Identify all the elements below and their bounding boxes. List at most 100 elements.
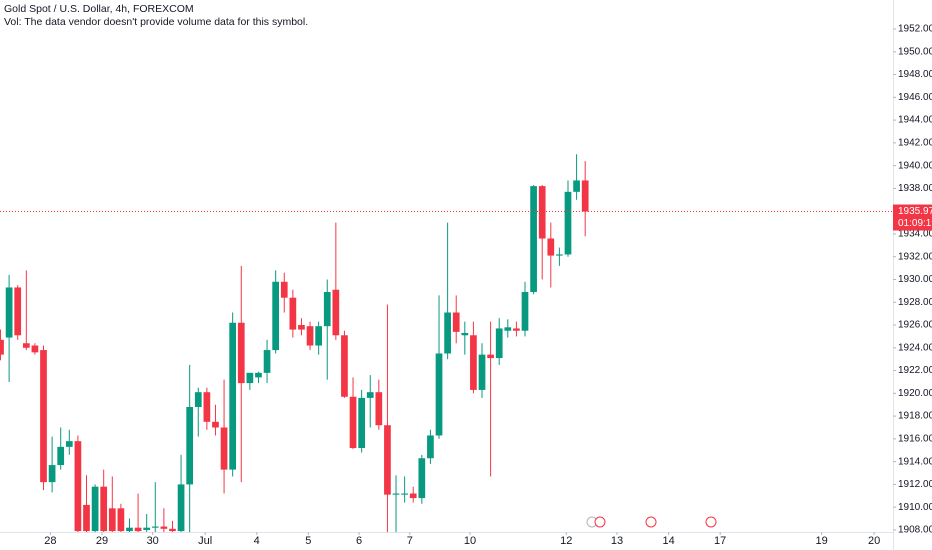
candle-body (151, 526, 159, 528)
candle-body (280, 281, 288, 298)
candle-body (220, 427, 228, 470)
y-tick-label: 1914.00 (898, 456, 932, 467)
candle-body (255, 372, 262, 378)
candle-body (22, 343, 30, 348)
x-tick-label: 30 (147, 535, 159, 547)
candle-body (538, 186, 546, 239)
candle-body (573, 180, 580, 192)
last-price-box (893, 204, 932, 231)
x-tick-label: 29 (96, 535, 108, 547)
candle-body (246, 372, 254, 384)
candle-body (427, 435, 434, 459)
y-tick-label: 1944.00 (898, 115, 932, 126)
candle-body (315, 326, 322, 346)
candle-body (392, 493, 400, 495)
candle-body (117, 508, 125, 532)
candle-body (358, 397, 365, 448)
last-price-label: 1935.97 (898, 206, 932, 217)
candle-body (143, 527, 151, 530)
candle-body (31, 345, 39, 353)
candle-body (556, 254, 563, 256)
candle-body (57, 446, 65, 466)
candle-body (203, 392, 211, 422)
event-icon[interactable] (645, 516, 657, 528)
candle-body (229, 322, 237, 470)
candle-body (263, 350, 271, 373)
event-icons (586, 516, 717, 528)
candle-body (126, 527, 133, 532)
y-tick-label: 1926.00 (898, 320, 932, 331)
x-tick-label: 20 (868, 535, 880, 547)
candle-body (504, 327, 512, 331)
candle-body (65, 441, 73, 447)
x-tick-label: 12 (560, 535, 572, 547)
candle-body (74, 441, 82, 532)
candle-body (384, 425, 391, 495)
candle-body (186, 406, 194, 485)
y-tick-label: 1918.00 (898, 411, 932, 422)
candle-body (237, 322, 245, 384)
event-icon[interactable] (594, 516, 606, 528)
candle-body (461, 332, 469, 336)
candle-body (169, 528, 176, 532)
x-tick-label: 6 (356, 535, 362, 547)
x-tick-label: 10 (464, 535, 476, 547)
candle-body (513, 328, 520, 331)
y-tick-label: 1942.00 (898, 138, 932, 149)
y-tick-label: 1930.00 (898, 274, 932, 285)
candle-body (547, 238, 555, 256)
x-tick-label: 19 (816, 535, 828, 547)
candle-body (452, 312, 460, 332)
x-tick-label: 13 (611, 535, 623, 547)
plot-area (0, 154, 893, 532)
candle-body (298, 325, 305, 330)
y-tick-label: 1950.00 (898, 46, 932, 57)
y-tick-label: 1924.00 (898, 342, 932, 353)
candle-body (435, 353, 443, 436)
candle-body (375, 392, 383, 426)
candle-body (306, 326, 314, 346)
y-tick-label: 1922.00 (898, 365, 932, 376)
candle-body (530, 186, 537, 293)
x-tick-label: 5 (305, 535, 311, 547)
candle-body (177, 484, 185, 532)
event-icon[interactable] (705, 516, 717, 528)
volume-note: Vol: The data vendor doesn't provide vol… (4, 16, 308, 28)
candle-body (521, 292, 529, 331)
y-tick-label: 1908.00 (898, 525, 932, 536)
y-tick-label: 1946.00 (898, 92, 932, 103)
y-tick-label: 1910.00 (898, 502, 932, 513)
candle-body (444, 312, 451, 354)
y-tick-label: 1934.00 (898, 229, 932, 240)
countdown-label: 01:09:19 (898, 218, 932, 229)
candle-body (289, 297, 297, 330)
candle-body (212, 421, 219, 428)
candle-body (341, 335, 348, 397)
y-tick-label: 1920.00 (898, 388, 932, 399)
candle-body (194, 392, 202, 407)
candle-body (470, 335, 477, 390)
x-tick-label: Jul (198, 535, 212, 547)
x-tick-label: 14 (662, 535, 674, 547)
y-tick-label: 1912.00 (898, 479, 932, 490)
x-tick-label: 28 (44, 535, 56, 547)
chart-title: Gold Spot / U.S. Dollar, 4h, FOREXCOM (4, 3, 194, 15)
y-tick-label: 1948.00 (898, 69, 932, 80)
candle-body (160, 526, 168, 529)
candle-body (323, 292, 331, 327)
candle-body (495, 328, 503, 359)
candle-body (108, 508, 116, 532)
candle-body (409, 493, 417, 499)
y-tick-label: 1916.00 (898, 434, 932, 445)
candle-body (332, 289, 340, 336)
y-tick-label: 1952.00 (898, 24, 932, 35)
candle-body (401, 493, 408, 495)
y-tick-label: 1932.00 (898, 251, 932, 262)
y-tick-label: 1928.00 (898, 297, 932, 308)
candle-body (134, 527, 142, 532)
candle-body (14, 287, 22, 336)
candle-body (487, 354, 494, 359)
candle-body (0, 339, 4, 355)
y-tick-label: 1938.00 (898, 183, 932, 194)
